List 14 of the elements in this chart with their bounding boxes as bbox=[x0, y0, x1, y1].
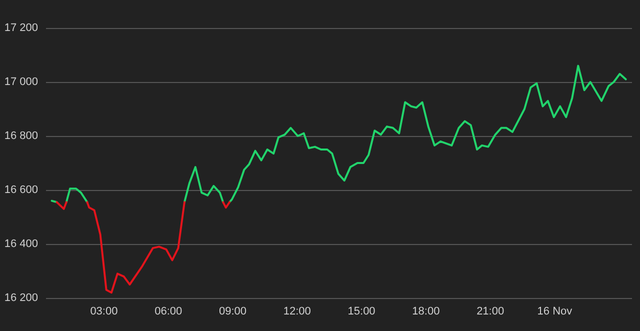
y-tick-label: 16 600 bbox=[4, 184, 38, 196]
y-tick-label: 16 200 bbox=[4, 292, 38, 304]
y-tick-label: 16 800 bbox=[4, 130, 38, 142]
y-tick-label: 17 200 bbox=[4, 22, 38, 34]
x-tick-label: 03:00 bbox=[90, 306, 118, 318]
x-tick-label: 18:00 bbox=[412, 306, 440, 318]
x-tick-label: 15:00 bbox=[348, 306, 376, 318]
y-tick-label: 17 000 bbox=[4, 76, 38, 88]
x-tick-label: 16 Nov bbox=[537, 306, 573, 318]
x-tick-label: 12:00 bbox=[283, 306, 311, 318]
x-tick-label: 09:00 bbox=[218, 306, 247, 318]
y-tick-label: 16 400 bbox=[4, 238, 38, 250]
x-tick-label: 21:00 bbox=[476, 306, 504, 318]
x-tick-label: 06:00 bbox=[154, 306, 182, 318]
